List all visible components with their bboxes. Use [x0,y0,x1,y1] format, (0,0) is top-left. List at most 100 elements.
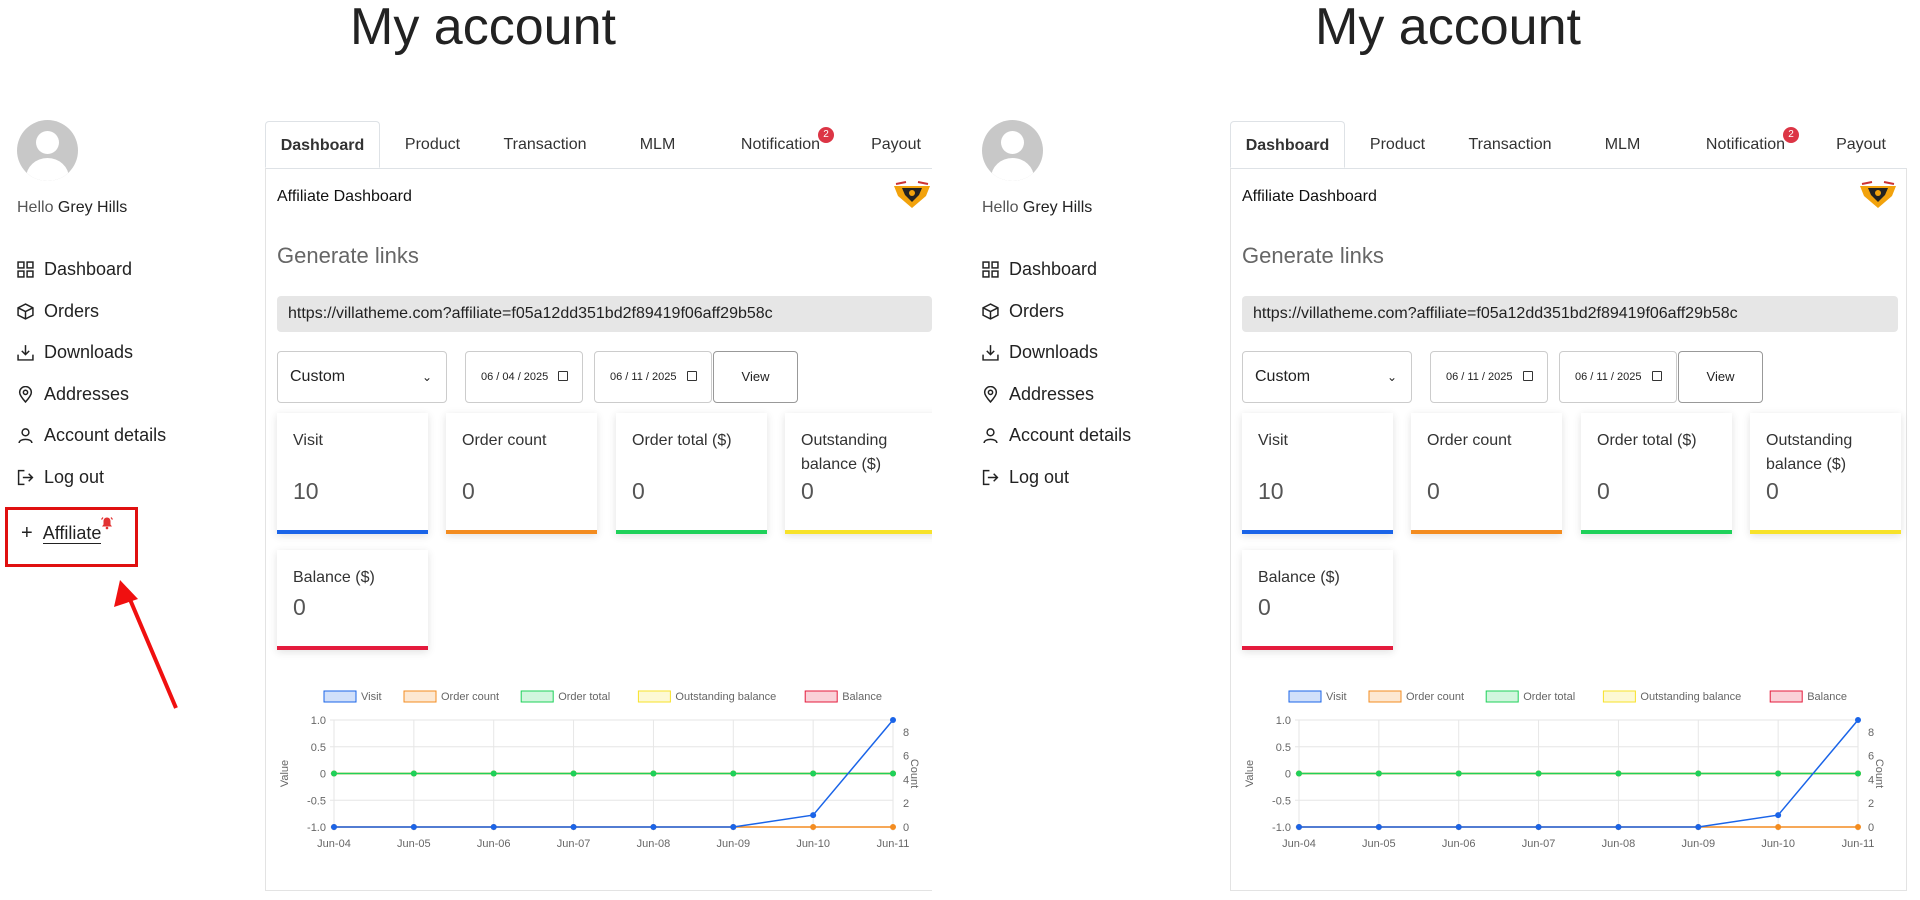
y2-tick-label: 2 [1868,798,1874,810]
nav-dashboard[interactable]: Dashboard [17,249,237,291]
date-range-value: Custom [1255,368,1311,385]
tab-payout[interactable]: Payout [1836,136,1886,153]
y2-tick-label: 6 [1868,751,1874,763]
data-point [1296,824,1302,830]
x-tick-label: Jun-10 [796,838,830,850]
tab-transaction[interactable]: Transaction [1468,136,1552,153]
dashboard-title: Affiliate Dashboard [1242,188,1377,205]
legend-label: Outstanding balance [675,691,776,703]
date-to-input[interactable]: 06 / 11 / 2025 [594,351,712,403]
nav-account-details[interactable]: Account details [17,415,237,457]
view-button[interactable]: View [1678,351,1763,403]
data-point [1455,770,1462,777]
logout-icon [982,469,999,485]
stat-value: 10 [1258,478,1284,504]
data-point [570,824,577,830]
date-range-select[interactable]: Custom ⌄ [1242,351,1412,403]
tab-dashboard[interactable]: Dashboard [1230,121,1345,168]
data-point [650,824,657,830]
left-panel: My account Hello Grey Hills Dashboard Or… [0,0,932,900]
generate-links-heading: Generate links [277,243,419,268]
hello-text: Hello [982,199,1019,216]
data-point [1775,812,1782,819]
nav-downloads[interactable]: Downloads [17,332,237,374]
download-icon [982,345,999,361]
nav-logout[interactable]: Log out [982,457,1202,499]
y-axis-title: Value [1244,760,1256,787]
x-tick-label: Jun-11 [1842,838,1875,850]
stat-card-outstanding: Outstanding balance ($) 0 [785,413,932,534]
date-from-input[interactable]: 06 / 11 / 2025 [1430,351,1548,403]
stat-card-balance: Balance ($) 0 [277,550,428,650]
legend-swatch [1288,690,1322,703]
stat-card-visit: Visit 10 [1242,413,1393,534]
nav-addresses-label: Addresses [1009,383,1095,404]
data-point [570,770,577,777]
map-pin-icon [18,385,33,403]
data-point [490,824,497,830]
tab-notification[interactable]: Notification [1688,121,1803,168]
data-point [810,812,817,819]
nav-orders-label: Orders [44,300,100,321]
tab-product[interactable]: Product [1369,136,1426,153]
date-range-select[interactable]: Custom ⌄ [277,351,447,403]
nav-addresses[interactable]: Addresses [17,374,237,416]
stat-card-order-count: Order count 0 [446,413,597,534]
data-point [1535,770,1542,777]
stat-value: 0 [462,478,475,504]
nav-account-details[interactable]: Account details [982,415,1202,457]
data-point [1375,770,1382,777]
data-point [331,824,337,830]
nav-orders[interactable]: Orders [17,291,237,333]
tab-notification-label: Notification [1705,136,1786,153]
calendar-icon [1523,371,1533,381]
data-point [810,824,817,830]
stat-value: 0 [293,594,306,620]
stat-card-order-total: Order total ($) 0 [616,413,767,534]
stat-card-order-total: Order total ($) 0 [1581,413,1732,534]
user-name: Grey Hills [57,199,128,216]
affiliate-highlight-box: + Affiliate [5,507,138,567]
data-point [1695,770,1702,777]
alarm-bell-icon [101,517,113,530]
nav-logout[interactable]: Log out [17,457,237,499]
tab-payout[interactable]: Payout [871,136,921,153]
y-tick-label: 0 [320,769,326,781]
tab-mlm[interactable]: MLM [639,136,676,153]
nav-dashboard[interactable]: Dashboard [982,249,1202,291]
y2-axis-title: Count [908,759,920,788]
stat-bar [616,530,767,534]
stat-value: 0 [1766,478,1779,504]
affiliate-link-field[interactable]: https://villatheme.com?affiliate=f05a12d… [1242,296,1898,332]
stat-card-outstanding: Outstanding balance ($) 0 [1750,413,1901,534]
tab-bar: Dashboard Product Transaction MLM Notifi… [1230,121,1907,169]
tab-notification[interactable]: Notification [723,121,838,168]
nav-addresses[interactable]: Addresses [982,374,1202,416]
date-range-value: Custom [290,368,346,385]
affiliate-link-field[interactable]: https://villatheme.com?affiliate=f05a12d… [277,296,932,332]
stat-label: Order total ($) [1597,432,1697,449]
tab-mlm[interactable]: MLM [1604,136,1641,153]
nav-affiliate[interactable]: + Affiliate [20,522,102,545]
x-tick-label: Jun-04 [317,838,351,850]
stats-line-chart: Visit Order count Order total Outstanding b… [1244,690,1885,850]
stat-label: Balance ($) [1258,569,1340,586]
nav-orders[interactable]: Orders [982,291,1202,333]
tab-dashboard[interactable]: Dashboard [265,121,380,168]
date-from-input[interactable]: 06 / 04 / 2025 [465,351,583,403]
x-tick-label: Jun-09 [716,838,750,850]
tab-product[interactable]: Product [404,136,461,153]
nav-downloads[interactable]: Downloads [982,332,1202,374]
data-point [730,824,737,830]
stat-bar [1581,530,1732,534]
data-point [1296,770,1302,777]
dashboard-card: Affiliate Dashboard Generate links https… [1230,168,1907,891]
legend-label: Order total [558,691,610,703]
user-icon [983,428,998,444]
tab-transaction[interactable]: Transaction [503,136,587,153]
y-tick-label: -1.0 [307,822,326,834]
date-to-input[interactable]: 06 / 11 / 2025 [1559,351,1677,403]
legend-label: Outstanding balance [1640,691,1741,703]
greeting: Hello Grey Hills [17,199,237,217]
view-button[interactable]: View [713,351,798,403]
